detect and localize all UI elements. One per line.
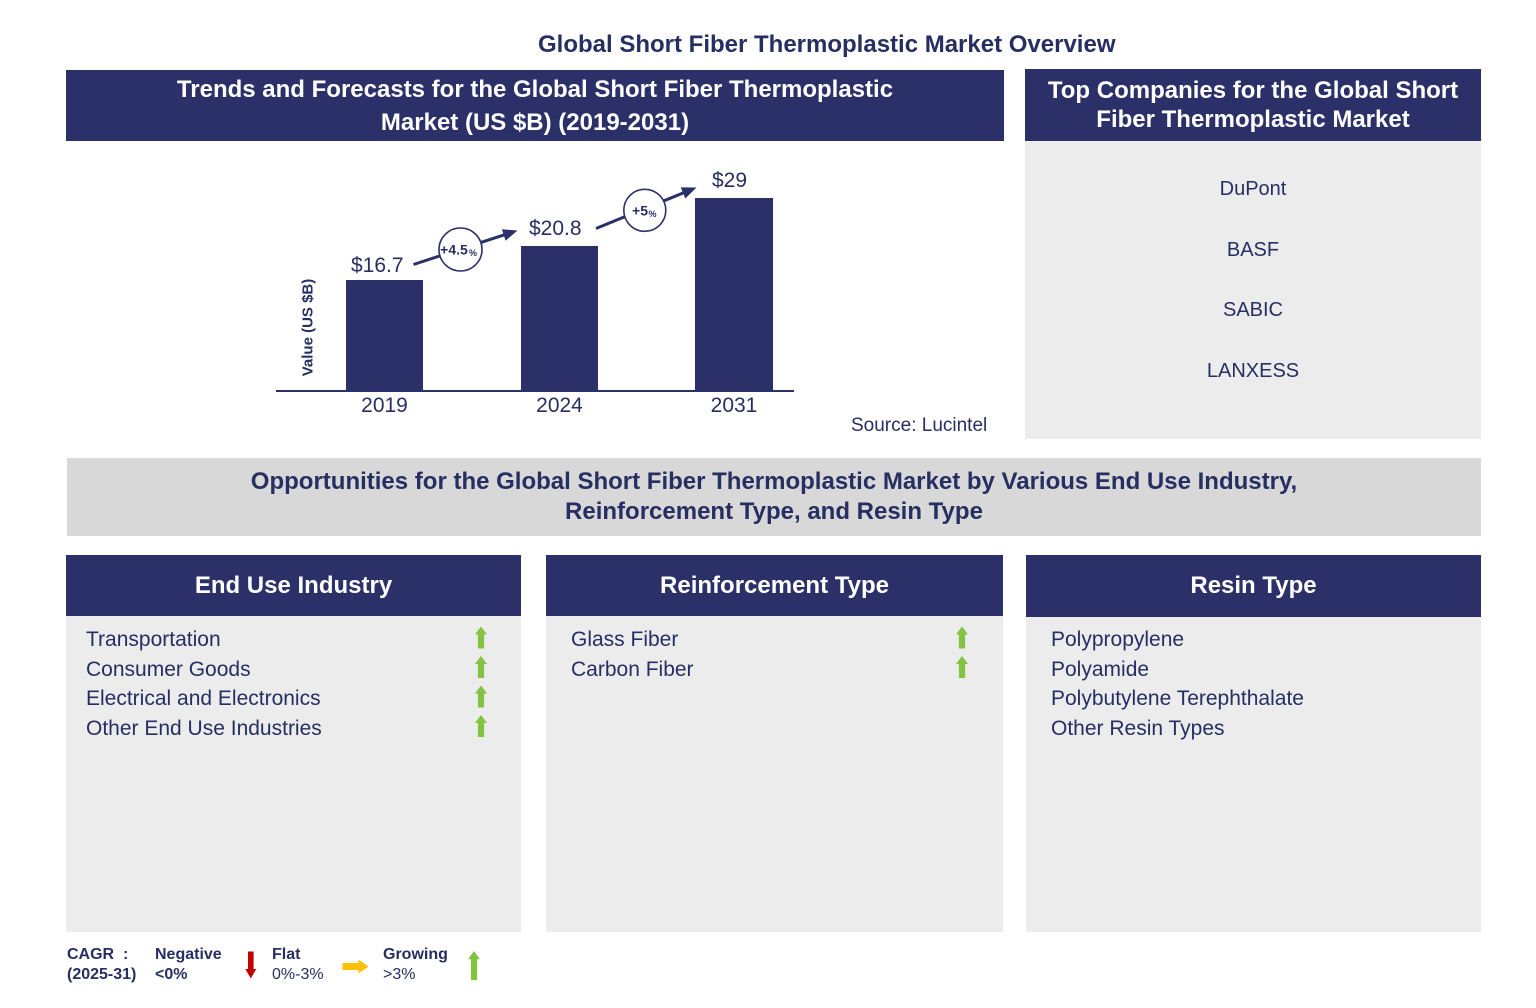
svg-text:+4.5: +4.5 xyxy=(440,242,468,258)
svg-text:%: % xyxy=(469,248,477,258)
svg-text:%: % xyxy=(649,209,657,219)
svg-text:+5: +5 xyxy=(632,203,648,219)
